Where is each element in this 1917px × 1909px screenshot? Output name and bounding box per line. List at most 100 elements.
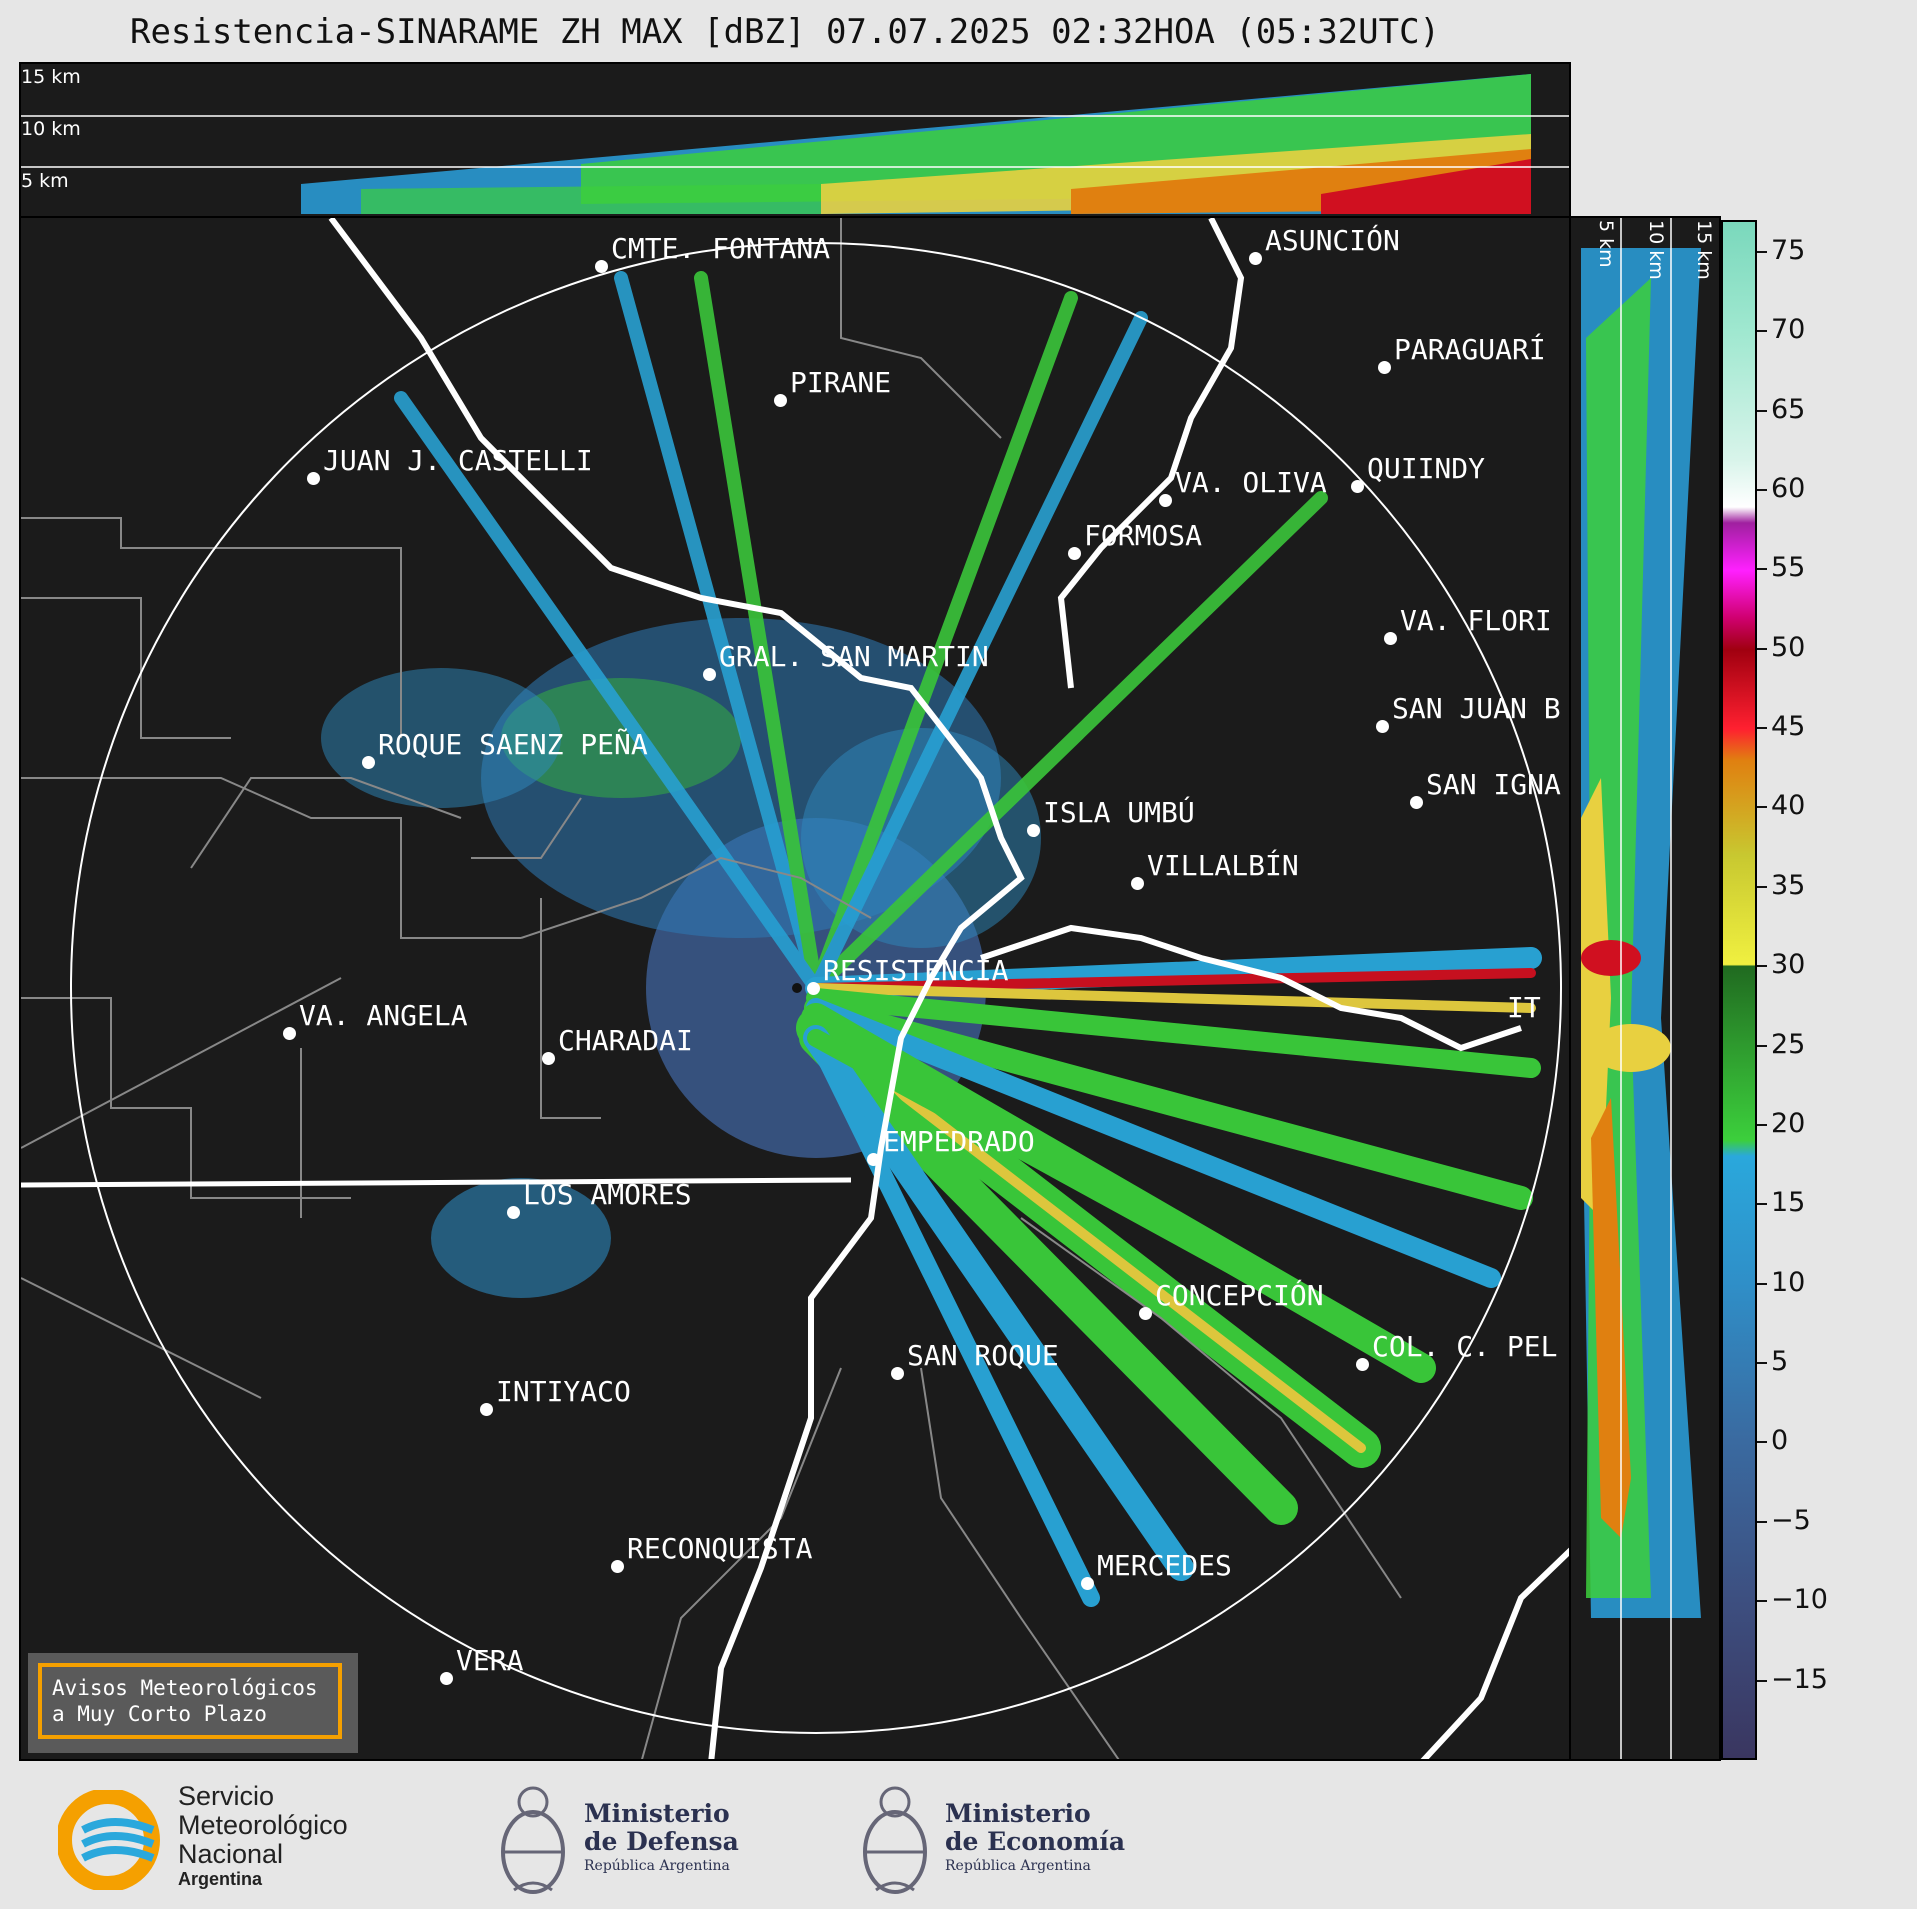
side-altitude-label-5km: 5 km (1595, 220, 1617, 268)
smn-line-3: Nacional (178, 1839, 284, 1869)
city-label: LOS AMORES (523, 1178, 692, 1211)
economia-line-1: Ministerio (945, 1799, 1091, 1828)
colorbar-tick-label: 50 (1771, 631, 1806, 663)
colorbar-tick-label: 10 (1771, 1266, 1806, 1298)
city-label: PARAGUARÍ (1394, 333, 1546, 366)
altitude-label-15km: 15 km (21, 66, 81, 88)
smn-line-4: Argentina (178, 1869, 263, 1889)
city-label: INTIYACO (496, 1375, 631, 1408)
footer-logos: Servicio Meteorológico Nacional Argentin… (0, 1770, 1917, 1909)
city-label: CHARADAI (558, 1024, 693, 1057)
colorbar-tick-label: 60 (1771, 472, 1806, 504)
colorbar-tick (1757, 1123, 1767, 1126)
smn-line-2: Meteorológico (178, 1810, 348, 1840)
colorbar-tick (1757, 806, 1767, 809)
colorbar-tick-label: 0 (1771, 1425, 1789, 1457)
colorbar-tick-label: 45 (1771, 711, 1806, 743)
colorbar-tick (1757, 1362, 1767, 1365)
colorbar-tick (1757, 409, 1767, 412)
smn-line-1: Servicio (178, 1781, 275, 1811)
rivers (328, 218, 1569, 1759)
city-label: SAN JUAN B (1392, 692, 1561, 725)
warning-line-1: Avisos Meteorológicos (52, 1676, 318, 1700)
city-label: RECONQUISTA (627, 1532, 813, 1565)
smn-logo-icon (58, 1790, 160, 1890)
warning-box[interactable]: Avisos Meteorológicos a Muy Corto Plazo (28, 1653, 358, 1753)
top-cross-section-echoes (21, 74, 1569, 214)
warning-box-frame: Avisos Meteorológicos a Muy Corto Plazo (38, 1663, 342, 1739)
city-label: SAN IGNA (1426, 768, 1561, 801)
radar-site-marker (792, 983, 802, 993)
city-label: ROQUE SAENZ PEÑA (378, 728, 648, 761)
defensa-logo-text: Ministerio de Defensa República Argentin… (584, 1800, 739, 1876)
city-label: VA. ANGELA (299, 999, 468, 1032)
colorbar-tick (1757, 647, 1767, 650)
city-label: MERCEDES (1097, 1549, 1232, 1582)
city-label: SAN ROQUE (907, 1339, 1059, 1372)
colorbar-tick (1757, 885, 1767, 888)
city-label: VILLALBÍN (1147, 849, 1299, 882)
admin-boundaries (21, 218, 1402, 1759)
colorbar-tick-label: 70 (1771, 314, 1806, 346)
colorbar-tick-label: −10 (1771, 1584, 1828, 1616)
colorbar-tick (1757, 965, 1767, 968)
city-label: QUIINDY (1367, 452, 1486, 485)
colorbar-tick (1757, 1679, 1767, 1682)
colorbar-tick (1757, 727, 1767, 730)
economia-logo-text: Ministerio de Economía República Argenti… (945, 1800, 1125, 1876)
city-label: RESISTENCIA (823, 954, 1009, 987)
colorbar-tick-label: 75 (1771, 234, 1806, 266)
colorbar-tick (1757, 568, 1767, 571)
colorbar-tick-label: 35 (1771, 869, 1806, 901)
radar-echoes (321, 271, 1542, 1607)
defensa-line-3: República Argentina (584, 1858, 730, 1874)
warning-line-2: a Muy Corto Plazo (52, 1702, 267, 1726)
city-label: FORMOSA (1084, 519, 1203, 552)
defensa-line-2: de Defensa (584, 1827, 739, 1856)
colorbar-tick (1757, 488, 1767, 491)
colorbar-tick-label: 55 (1771, 552, 1806, 584)
city-label: VA. OLIVA (1175, 466, 1327, 499)
colorbar-tick-label: 15 (1771, 1187, 1806, 1219)
economia-line-2: de Economía (945, 1827, 1126, 1856)
side-cross-section-panel: 5 km 10 km 15 km (1569, 216, 1721, 1761)
city-label: CMTE. FONTANA (611, 232, 831, 265)
city-label: COL. C. PEL (1372, 1330, 1558, 1363)
economia-line-3: República Argentina (945, 1858, 1091, 1874)
colorbar-tick (1757, 330, 1767, 333)
colorbar-tick (1757, 1044, 1767, 1047)
colorbar (1721, 220, 1757, 1760)
colorbar-tick-label: 25 (1771, 1028, 1806, 1060)
defensa-line-1: Ministerio (584, 1799, 730, 1828)
colorbar-tick-label: 30 (1771, 949, 1806, 981)
colorbar-tick-label: −15 (1771, 1663, 1828, 1695)
city-label: VA. FLORI (1400, 604, 1552, 637)
colorbar-tick (1757, 1520, 1767, 1523)
city-label: CONCEPCIÓN (1155, 1279, 1324, 1312)
colorbar-tick-label: 65 (1771, 393, 1806, 425)
colorbar-tick (1757, 250, 1767, 253)
colorbar-tick-label: −5 (1771, 1504, 1811, 1536)
city-label: VERA (456, 1644, 524, 1677)
coat-of-arms-icon (863, 1786, 927, 1894)
colorbar-tick (1757, 1282, 1767, 1285)
city-label: IT (1507, 991, 1541, 1024)
city-label: JUAN J. CASTELLI (323, 444, 593, 477)
colorbar-tick-label: 5 (1771, 1346, 1789, 1378)
city-label: EMPEDRADO (883, 1125, 1035, 1158)
side-altitude-label-15km: 15 km (1693, 220, 1715, 280)
altitude-label-5km: 5 km (21, 170, 69, 192)
colorbar-tick-label: 40 (1771, 790, 1806, 822)
radar-map-canvas (21, 218, 1569, 1759)
colorbar-tick (1757, 1203, 1767, 1206)
smn-logo-text: Servicio Meteorológico Nacional Argentin… (178, 1781, 348, 1890)
map-title: Resistencia-SINARAME ZH MAX [dBZ] 07.07.… (129, 12, 1441, 52)
colorbar-tick (1757, 1600, 1767, 1603)
city-label: ISLA UMBÚ (1043, 796, 1195, 829)
city-label: GRAL. SAN MARTIN (719, 640, 989, 673)
altitude-label-10km: 10 km (21, 118, 81, 140)
city-label: ASUNCIÓN (1265, 224, 1400, 257)
colorbar-tick-label: 20 (1771, 1107, 1806, 1139)
coat-of-arms-icon (501, 1786, 565, 1894)
side-altitude-label-10km: 10 km (1645, 220, 1667, 280)
